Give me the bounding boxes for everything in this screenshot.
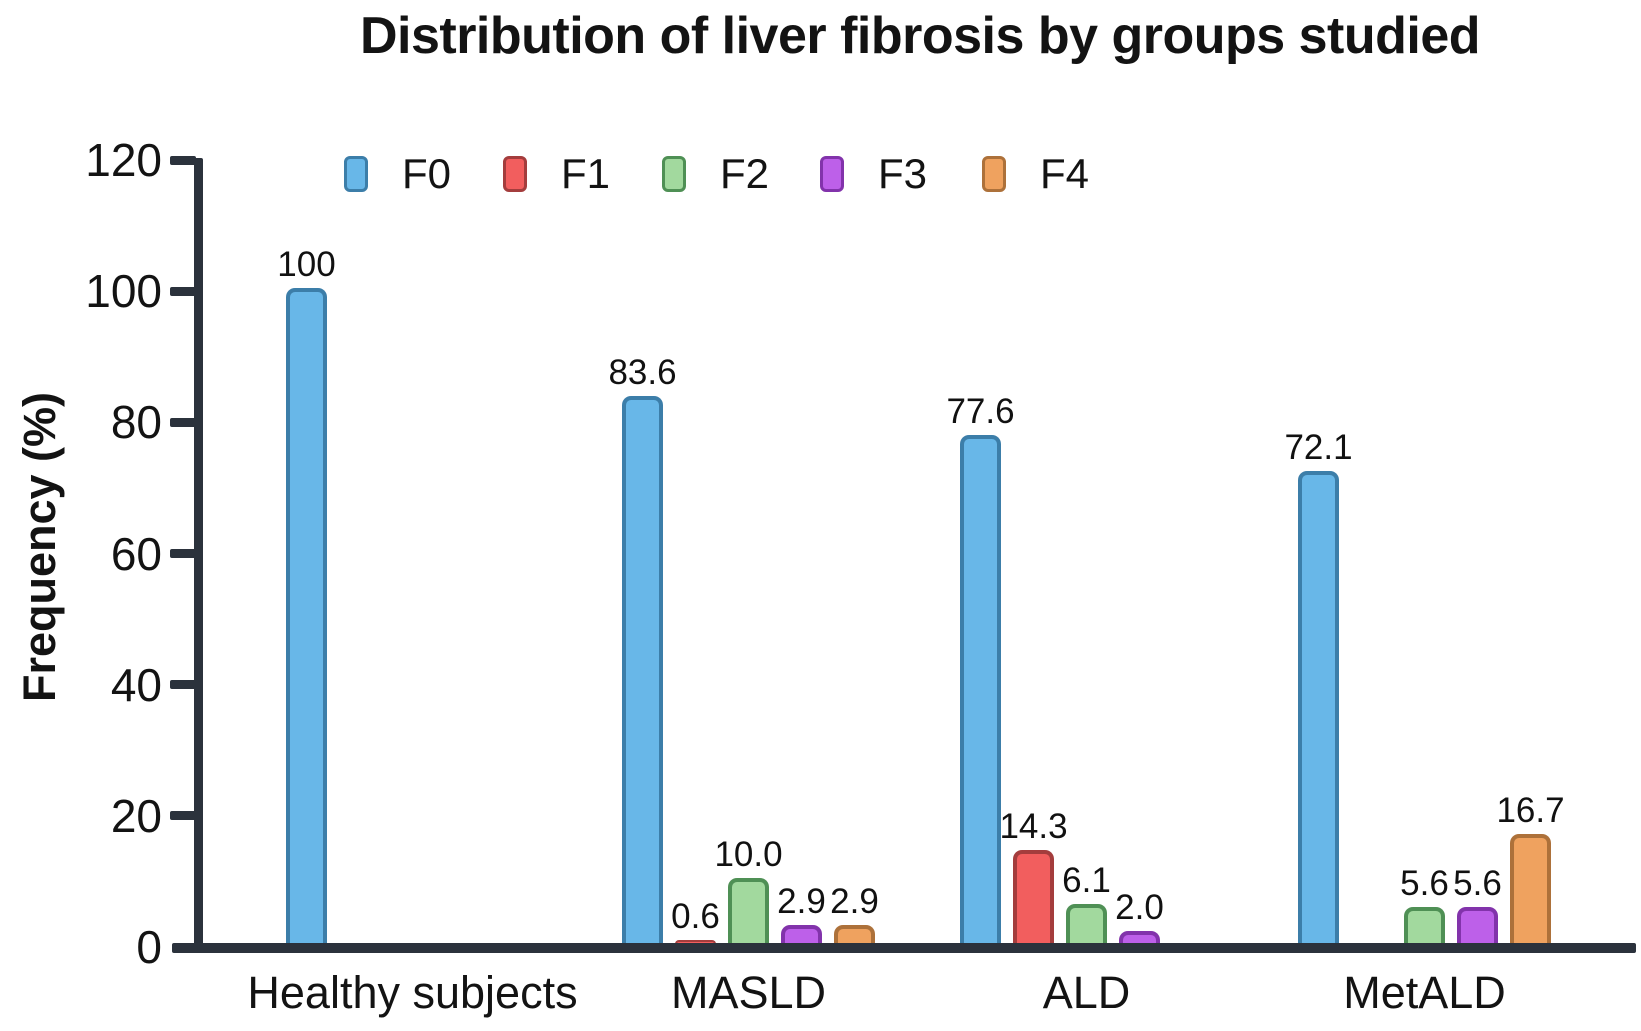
chart-title: Distribution of liver fibrosis by groups… bbox=[359, 7, 1481, 65]
bar-value-label: 83.6 bbox=[608, 353, 677, 392]
bar-value-label: 16.7 bbox=[1496, 791, 1565, 830]
legend-swatch-f2-icon bbox=[662, 156, 686, 192]
bar-value-label: 6.1 bbox=[1062, 861, 1111, 900]
bar-f0-masld bbox=[622, 396, 663, 944]
legend-label: F3 bbox=[878, 150, 928, 197]
y-axis-title: Frequency (%) bbox=[14, 391, 65, 703]
bar-value-label: 5.6 bbox=[1453, 864, 1502, 903]
bar-f4-metald bbox=[1510, 834, 1551, 944]
legend-label: F2 bbox=[720, 150, 770, 197]
y-axis-line bbox=[194, 158, 203, 952]
y-axis-tick-label: 100 bbox=[85, 265, 162, 318]
y-axis-tick-label: 120 bbox=[85, 134, 162, 186]
bar-f1-masld bbox=[675, 940, 716, 944]
bar-f2-ald bbox=[1066, 904, 1107, 944]
bar-value-label: 10.0 bbox=[714, 835, 783, 874]
legend-swatch-f3-icon bbox=[820, 156, 844, 192]
bar-f3-metald bbox=[1457, 907, 1498, 944]
bar-value-label: 77.6 bbox=[946, 392, 1015, 431]
x-axis-label-ald: ALD bbox=[1042, 967, 1131, 1018]
y-axis-tick bbox=[170, 549, 196, 558]
y-axis-tick bbox=[170, 286, 196, 296]
bar-value-label: 2.9 bbox=[777, 882, 826, 921]
bar-f0-metald bbox=[1298, 471, 1339, 944]
legend-label: F4 bbox=[1040, 150, 1090, 197]
bar-f4-masld bbox=[834, 925, 875, 944]
bar-value-label: 5.6 bbox=[1400, 864, 1449, 903]
bar-f2-metald bbox=[1404, 907, 1445, 944]
legend-swatch-f4-icon bbox=[982, 156, 1006, 192]
y-axis-tick-label: 20 bbox=[110, 789, 162, 842]
bar-value-label: 2.9 bbox=[830, 882, 879, 921]
y-axis-tick bbox=[170, 155, 196, 165]
bar-f1-ald bbox=[1013, 850, 1054, 944]
y-axis-tick-label: 0 bbox=[136, 921, 162, 973]
legend-label: F1 bbox=[561, 150, 611, 197]
bar-f0-healthy-subjects bbox=[286, 288, 327, 944]
legend-swatch-f1-icon bbox=[503, 156, 527, 192]
bar-f3-ald bbox=[1119, 931, 1160, 944]
y-axis-tick bbox=[170, 680, 196, 690]
bar-value-label: 100 bbox=[277, 245, 336, 284]
bar-f3-masld bbox=[781, 925, 822, 944]
x-axis-label-healthy-subjects: Healthy subjects bbox=[247, 967, 578, 1018]
bar-f0-ald bbox=[960, 435, 1001, 944]
bar-value-label: 0.6 bbox=[671, 897, 720, 936]
bar-value-label: 72.1 bbox=[1284, 428, 1353, 467]
x-axis-label-masld: MASLD bbox=[670, 967, 827, 1018]
bar-value-label: 2.0 bbox=[1115, 888, 1164, 927]
y-axis-tick bbox=[170, 811, 196, 821]
bar-value-label: 14.3 bbox=[999, 807, 1068, 846]
x-axis-label-metald: MetALD bbox=[1343, 967, 1506, 1018]
legend-label: F0 bbox=[402, 150, 452, 197]
x-axis-line bbox=[172, 943, 1636, 953]
y-axis-tick bbox=[170, 417, 196, 427]
bar-f2-masld bbox=[728, 878, 769, 944]
legend-swatch-f0-icon bbox=[344, 156, 368, 192]
